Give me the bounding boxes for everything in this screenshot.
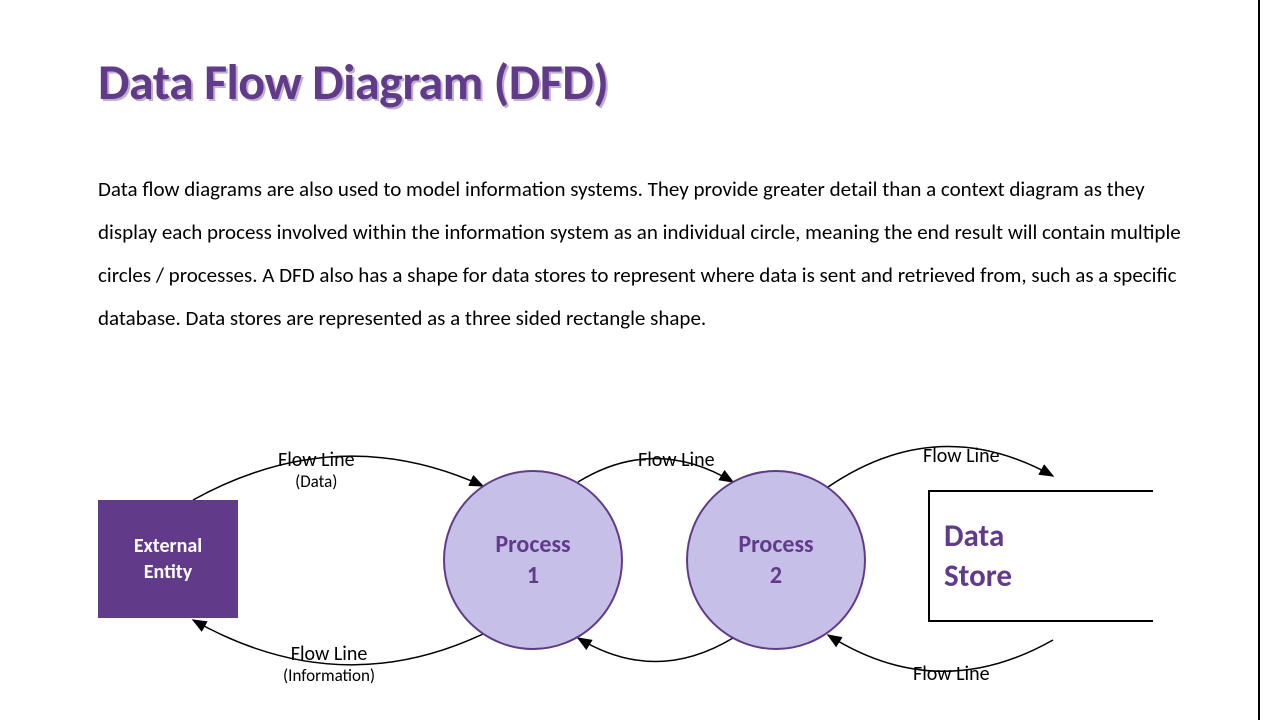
process-1-node: Process1	[443, 470, 623, 650]
process-1-label: Process1	[495, 529, 570, 591]
data-store-node: DataStore	[928, 490, 1153, 622]
slide: Data Flow Diagram (DFD) Data flow diagra…	[0, 0, 1260, 720]
dfd-diagram: ExternalEntity Process1 Process2 DataSto…	[98, 430, 1183, 710]
flow-label-main: Flow Line	[638, 448, 715, 472]
flow-label-bottom-3: Flow Line	[913, 662, 990, 686]
flow-label-bottom-1: Flow Line (Information)	[283, 642, 375, 686]
flow-label-main: Flow Line	[913, 662, 990, 686]
flow-label-top-3: Flow Line	[923, 444, 1000, 468]
flow-label-top-2: Flow Line	[638, 448, 715, 472]
flow-label-main: Flow Line	[278, 448, 355, 472]
flow-label-top-1: Flow Line (Data)	[278, 448, 355, 492]
title-text: Data Flow Diagram (DFD)	[98, 52, 608, 113]
external-entity-node: ExternalEntity	[98, 500, 238, 618]
data-store-label: DataStore	[944, 516, 1012, 597]
flow-label-main: Flow Line	[923, 444, 1000, 468]
body-paragraph: Data flow diagrams are also used to mode…	[98, 168, 1183, 340]
process-2-node: Process2	[686, 470, 866, 650]
flow-label-sub: (Data)	[278, 472, 355, 492]
page-title: Data Flow Diagram (DFD)	[98, 52, 608, 113]
process-2-label: Process2	[738, 529, 813, 591]
flow-label-main: Flow Line	[291, 642, 368, 666]
external-entity-label: ExternalEntity	[134, 533, 202, 585]
flow-label-sub: (Information)	[283, 666, 375, 686]
